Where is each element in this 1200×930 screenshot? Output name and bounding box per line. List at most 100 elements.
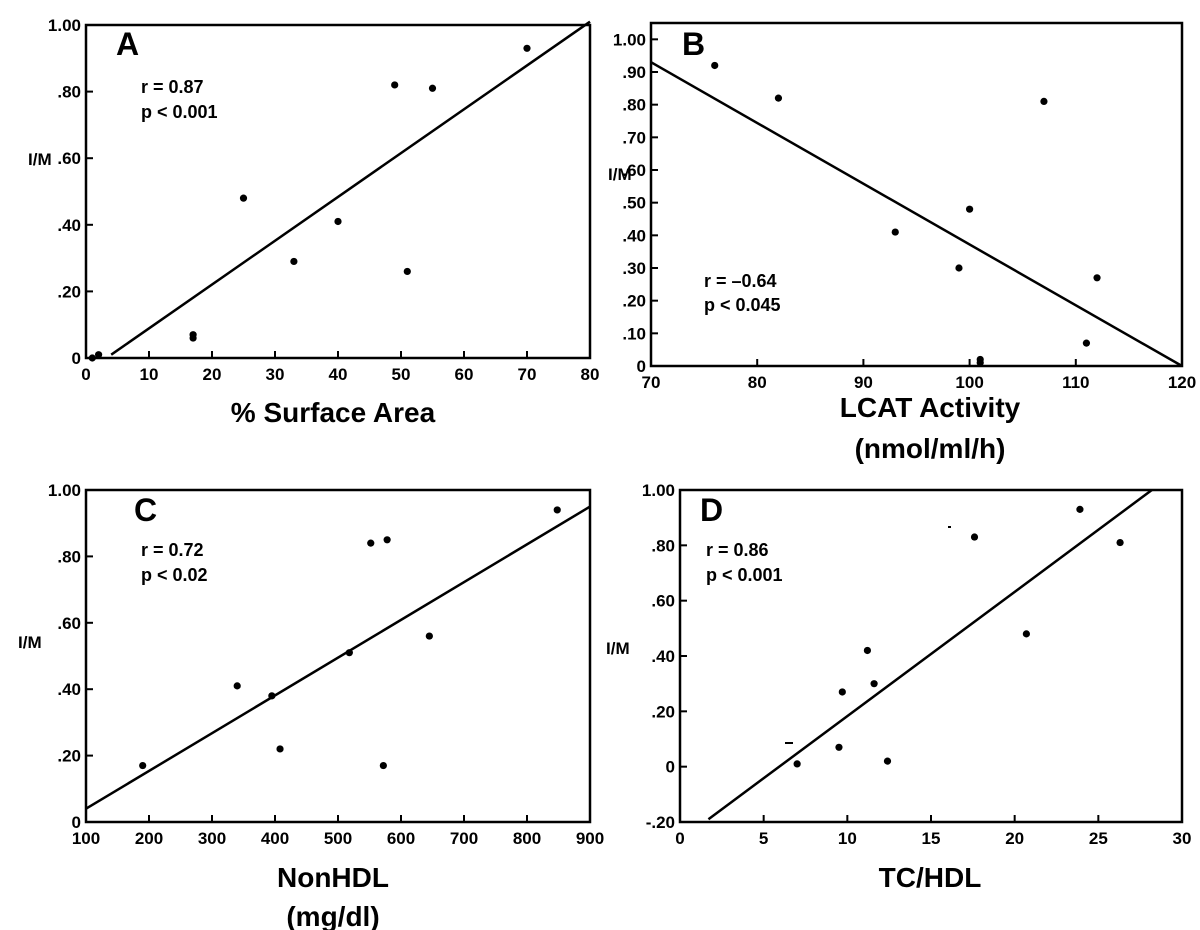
- data-point: [970, 533, 979, 541]
- regression-line: [707, 488, 1153, 821]
- data-point: [276, 745, 284, 753]
- y-tick-label: 0: [666, 758, 675, 777]
- plot-frame: [649, 21, 1184, 368]
- y-tick-label: .80: [57, 547, 81, 566]
- x-tick-label: 10: [140, 365, 159, 384]
- p-value: p < 0.02: [141, 565, 208, 585]
- stray-mark: [785, 742, 793, 744]
- regression-line: [85, 505, 591, 810]
- data-point: [367, 539, 375, 547]
- y-tick-label: -.20: [646, 813, 675, 832]
- x-axis-label: NonHDL: [277, 862, 389, 893]
- y-axis-label: I/M: [28, 150, 52, 169]
- data-point: [1093, 274, 1101, 282]
- data-point: [553, 506, 561, 514]
- y-tick-label: .80: [622, 96, 646, 115]
- panel-c: C r = 0.72 p < 0.02 I/M NonHDL (mg/dl) 1…: [18, 481, 604, 930]
- x-tick-label: 20: [1005, 829, 1024, 848]
- data-point: [379, 761, 387, 770]
- x-tick-label: 800: [513, 829, 541, 848]
- y-tick-label: .30: [622, 259, 646, 278]
- y-axis-label: I/M: [606, 639, 630, 658]
- y-tick-label: .40: [651, 647, 675, 666]
- data-point: [391, 81, 399, 89]
- data-point: [334, 217, 342, 226]
- correlation-r: r = 0.87: [141, 77, 204, 97]
- x-tick-label: 90: [854, 373, 873, 392]
- data-point: [838, 688, 846, 696]
- data-point: [290, 257, 298, 266]
- y-tick-label: .60: [651, 592, 675, 611]
- panel-a: A r = 0.87 p < 0.001 I/M % Surface Area …: [28, 16, 599, 428]
- y-tick-label: .20: [651, 702, 675, 721]
- x-tick-label: 0: [81, 365, 90, 384]
- data-point: [95, 351, 103, 359]
- y-tick-label: .60: [57, 149, 81, 168]
- x-tick-label: 300: [198, 829, 226, 848]
- x-axis-label: % Surface Area: [231, 397, 436, 428]
- data-point: [1040, 97, 1048, 105]
- y-tick-label: .20: [57, 747, 81, 766]
- x-tick-label: 80: [581, 365, 600, 384]
- data-point: [425, 632, 433, 640]
- y-axis-label: I/M: [18, 633, 42, 652]
- p-value: p < 0.001: [706, 565, 783, 585]
- y-tick-label: .70: [622, 128, 646, 147]
- y-tick-label: 0: [72, 349, 81, 368]
- panel-letter: C: [134, 492, 157, 528]
- x-tick-label: 110: [1062, 373, 1089, 392]
- x-axis-unit-label: (mg/dl): [286, 901, 379, 930]
- x-tick-label: 700: [450, 829, 478, 848]
- x-tick-label: 40: [329, 365, 348, 384]
- data-point: [774, 94, 783, 102]
- panel-d: D r = 0.86 p < 0.001 I/M TC/HDL 0 5 10 15 20…: [606, 481, 1191, 893]
- data-point: [233, 682, 241, 690]
- y-tick-label: .80: [57, 83, 81, 102]
- y-tick-label: 0: [637, 357, 646, 376]
- data-point: [863, 646, 872, 655]
- x-tick-label: 30: [1173, 829, 1192, 848]
- correlation-r: r = 0.86: [706, 540, 769, 560]
- y-tick-label: .20: [57, 282, 81, 301]
- x-tick-label: 200: [135, 829, 163, 848]
- x-tick-label: 15: [922, 829, 941, 848]
- panel-letter: B: [682, 26, 705, 62]
- data-point: [835, 743, 843, 751]
- correlation-r: r = –0.64: [704, 271, 777, 291]
- data-point: [88, 354, 96, 362]
- data-point: [345, 649, 353, 657]
- y-tick-label: .40: [57, 216, 81, 235]
- x-tick-label: 10: [838, 829, 857, 848]
- x-tick-label: 500: [324, 829, 352, 848]
- regression-line: [650, 61, 1183, 368]
- data-point: [523, 44, 531, 52]
- y-tick-label: .60: [622, 161, 646, 180]
- data-point: [1116, 538, 1124, 547]
- y-tick-label: 1.00: [642, 481, 675, 500]
- y-tick-label: 0: [72, 813, 81, 832]
- data-point: [383, 536, 391, 544]
- y-tick-label: 1.00: [613, 30, 646, 49]
- data-point: [139, 761, 147, 770]
- x-axis-label: LCAT Activity: [840, 392, 1021, 423]
- y-tick-label: .90: [622, 63, 646, 82]
- data-point: [428, 84, 437, 92]
- y-tick-label: .40: [622, 226, 646, 245]
- x-tick-label: 30: [266, 365, 285, 384]
- x-tick-label: 70: [642, 373, 661, 392]
- x-tick-label: 400: [261, 829, 289, 848]
- y-tick-label: .10: [622, 324, 646, 343]
- y-tick-label: 1.00: [48, 16, 81, 35]
- x-tick-label: 600: [387, 829, 415, 848]
- x-tick-label: 50: [392, 365, 411, 384]
- p-value: p < 0.045: [704, 295, 781, 315]
- x-tick-label: 0: [675, 829, 684, 848]
- y-tick-label: .50: [622, 194, 646, 213]
- panel-b: B r = –0.64 p < 0.045 I/M LCAT Activity …: [608, 21, 1196, 464]
- data-point: [870, 680, 878, 688]
- data-point: [1082, 339, 1091, 347]
- data-point: [955, 264, 963, 272]
- data-point: [239, 194, 248, 202]
- x-tick-label: 100: [955, 373, 983, 392]
- y-tick-label: 1.00: [48, 481, 81, 500]
